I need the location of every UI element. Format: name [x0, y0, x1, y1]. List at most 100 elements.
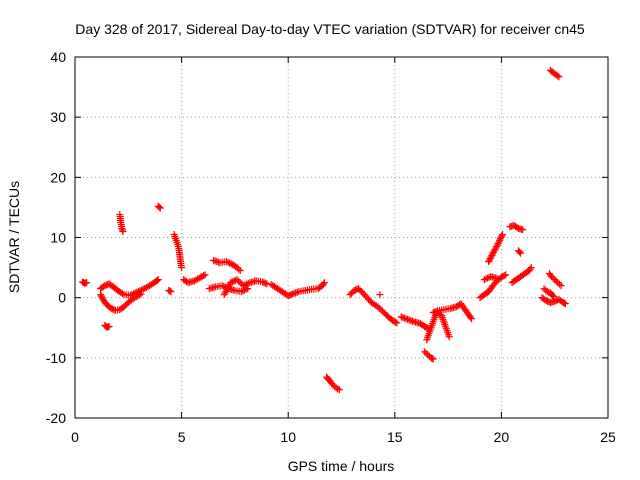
data-point: [495, 238, 503, 246]
data-point: [500, 272, 508, 280]
data-point: [236, 279, 244, 287]
data-point: [498, 232, 506, 240]
chart-title: Day 328 of 2017, Sidereal Day-to-day VTE…: [75, 21, 585, 37]
y-axis-label: SDTVAR / TECUs: [6, 181, 22, 293]
data-point: [118, 290, 126, 298]
y-tick-label: 0: [58, 290, 66, 306]
plot-frame: [74, 56, 609, 419]
data-point: [466, 313, 474, 321]
x-tick-label: 15: [387, 429, 403, 445]
data-point: [498, 230, 506, 238]
data-point: [83, 279, 91, 287]
data-point: [549, 291, 557, 299]
data-point: [137, 290, 145, 298]
data-point: [493, 241, 501, 249]
data-point: [210, 256, 218, 264]
x-tick-label: 0: [71, 429, 79, 445]
y-tick-label: -10: [46, 350, 66, 366]
data-point: [392, 318, 400, 326]
data-point: [502, 271, 510, 279]
data-point: [201, 271, 209, 279]
data-point: [235, 265, 243, 273]
data-point: [167, 288, 175, 296]
data-point: [489, 249, 497, 257]
data-point: [377, 306, 385, 314]
data-point: [555, 280, 563, 288]
data-point: [399, 314, 407, 322]
data-point: [526, 265, 534, 273]
data-point: [231, 276, 239, 284]
data-point: [98, 294, 106, 302]
data-point: [287, 291, 295, 299]
x-tick-label: 20: [494, 429, 510, 445]
data-point: [375, 304, 383, 312]
y-tick-label: 20: [50, 169, 66, 185]
data-point: [290, 289, 298, 297]
data-point: [490, 247, 498, 255]
data-point: [228, 278, 236, 286]
data-point: [550, 292, 558, 300]
data-point: [494, 240, 502, 248]
data-point: [329, 381, 337, 389]
data-point: [156, 204, 164, 212]
data-point: [226, 259, 234, 267]
data-point: [218, 282, 226, 290]
data-point: [374, 303, 382, 311]
data-point: [237, 288, 245, 296]
data-point: [224, 258, 232, 266]
data-point: [227, 279, 235, 287]
data-point: [496, 236, 504, 244]
x-axis-label: GPS time / hours: [288, 458, 395, 474]
y-tick-label: -20: [46, 410, 66, 426]
data-point: [239, 282, 247, 290]
y-tick-label: 40: [50, 49, 66, 65]
data-point: [543, 288, 551, 296]
data-point: [485, 256, 493, 264]
data-point: [404, 315, 412, 323]
data-point: [428, 354, 436, 362]
data-point: [560, 299, 568, 307]
data-point: [402, 315, 410, 323]
data-point: [263, 280, 271, 288]
data-point: [335, 386, 343, 394]
data-point: [492, 244, 500, 252]
data-point: [480, 276, 488, 284]
data-point: [293, 288, 301, 296]
data-point: [222, 258, 230, 266]
data-point: [400, 314, 408, 322]
data-point: [233, 264, 241, 272]
data-point: [421, 348, 429, 356]
data-point: [407, 317, 415, 325]
data-point: [491, 246, 499, 254]
data-point: [485, 258, 493, 266]
data-point: [233, 276, 241, 284]
data-point: [489, 250, 497, 258]
data-point: [261, 279, 269, 287]
data-point: [540, 285, 548, 293]
data-point: [487, 253, 495, 261]
data-point: [517, 249, 525, 257]
y-tick-label: 30: [50, 109, 66, 125]
y-tick-label: 10: [50, 230, 66, 246]
data-point: [243, 280, 251, 288]
data-point: [557, 282, 565, 290]
grid: [75, 57, 608, 418]
data-point: [376, 291, 384, 299]
data-point: [105, 323, 113, 331]
data-point: [393, 319, 401, 327]
data-point: [244, 279, 252, 287]
data-point: [554, 279, 562, 287]
data-point: [527, 264, 535, 272]
x-tick-labels: 0 5 10 15 20 25: [71, 429, 616, 445]
data-point: [334, 385, 342, 393]
data-point: [482, 275, 490, 283]
data-point: [195, 274, 203, 282]
x-tick-label: 5: [178, 429, 186, 445]
data-point: [236, 267, 244, 275]
data-point: [319, 280, 327, 288]
data-point: [97, 291, 105, 299]
data-point: [486, 255, 494, 263]
data-point: [445, 333, 453, 341]
data-point: [554, 72, 562, 80]
data-point: [97, 292, 105, 300]
